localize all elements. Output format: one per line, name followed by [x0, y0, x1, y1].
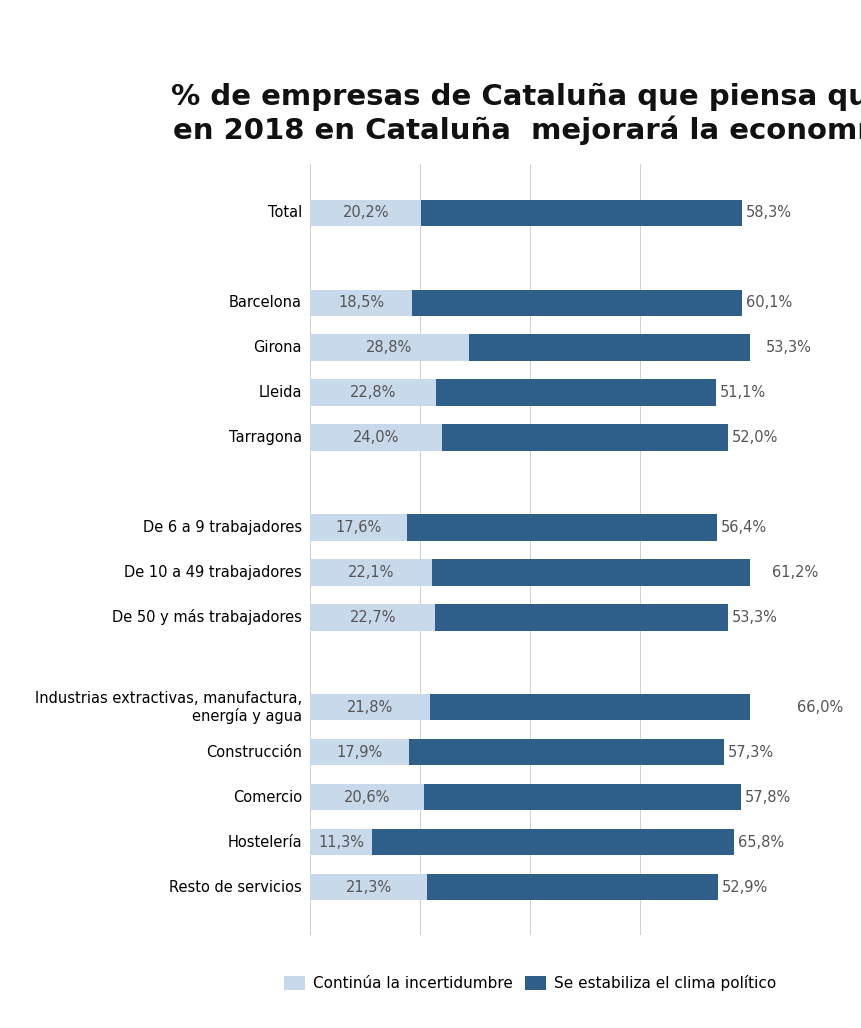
Bar — [310, 875, 427, 901]
Text: 28,8%: 28,8% — [366, 340, 412, 355]
Text: 22,8%: 22,8% — [350, 386, 396, 400]
Bar — [427, 875, 717, 901]
Bar — [442, 425, 728, 450]
Text: 24,0%: 24,0% — [353, 430, 399, 445]
Text: 53,3%: 53,3% — [765, 340, 810, 355]
Bar — [372, 830, 734, 855]
Bar — [310, 830, 372, 855]
Text: 60,1%: 60,1% — [746, 295, 791, 310]
Text: 17,9%: 17,9% — [336, 745, 382, 760]
Bar — [310, 559, 431, 586]
Bar — [412, 290, 741, 316]
Bar — [310, 694, 430, 721]
Bar — [310, 425, 442, 450]
Bar — [423, 784, 740, 810]
Bar — [310, 604, 435, 630]
Text: 57,3%: 57,3% — [727, 745, 772, 760]
Text: 21,3%: 21,3% — [345, 880, 392, 895]
Bar — [435, 379, 715, 406]
Text: 21,8%: 21,8% — [347, 700, 393, 714]
Bar — [430, 694, 792, 721]
Text: 56,4%: 56,4% — [720, 520, 766, 535]
Text: 20,6%: 20,6% — [344, 790, 390, 805]
Bar — [406, 514, 716, 541]
Bar — [310, 379, 435, 406]
Bar — [310, 784, 423, 810]
Bar — [431, 559, 767, 586]
Text: 18,5%: 18,5% — [338, 295, 384, 310]
Bar — [435, 604, 727, 630]
Text: 11,3%: 11,3% — [318, 835, 364, 850]
Text: 20,2%: 20,2% — [342, 205, 388, 220]
Text: 17,6%: 17,6% — [335, 520, 381, 535]
Text: 22,1%: 22,1% — [348, 565, 393, 580]
Bar — [310, 334, 468, 361]
Text: 65,8%: 65,8% — [737, 835, 783, 850]
Text: 22,7%: 22,7% — [349, 610, 395, 625]
Bar — [310, 514, 406, 541]
Bar — [468, 334, 760, 361]
Title: % de empresas de Cataluña que piensa que
en 2018 en Cataluña  mejorará la econom: % de empresas de Cataluña que piensa que… — [171, 83, 861, 146]
Text: 58,3%: 58,3% — [745, 205, 790, 220]
Bar — [310, 290, 412, 316]
Text: 52,9%: 52,9% — [721, 880, 767, 895]
Bar — [310, 199, 421, 225]
Text: 53,3%: 53,3% — [731, 610, 777, 625]
Legend: Continúa la incertidumbre, Se estabiliza el clima político: Continúa la incertidumbre, Se estabiliza… — [277, 969, 782, 997]
Text: 57,8%: 57,8% — [744, 790, 790, 805]
Text: 51,1%: 51,1% — [720, 386, 765, 400]
Text: 52,0%: 52,0% — [731, 430, 777, 445]
Bar — [310, 739, 408, 766]
Text: 66,0%: 66,0% — [796, 700, 842, 714]
Bar — [408, 739, 722, 766]
Bar — [421, 199, 740, 225]
Text: 61,2%: 61,2% — [771, 565, 817, 580]
